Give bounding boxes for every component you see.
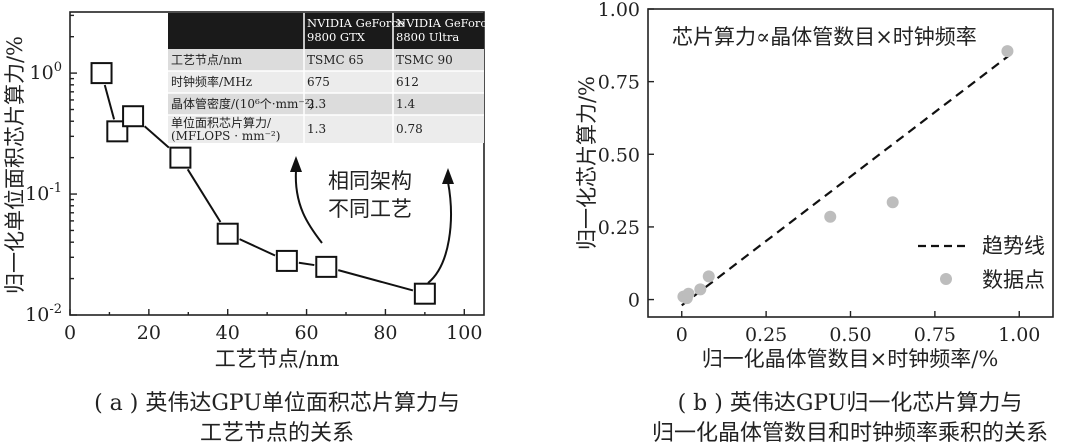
series-connector: [239, 238, 276, 257]
panel-a-plot-frame: [69, 11, 485, 316]
panel-b-y-axis-label: 归一化芯片算力/%: [575, 76, 599, 250]
panel-a: 0 20 40 60 80 100 10-2 10-1 100 NVIDIA GeForce …: [3, 11, 494, 446]
data-point-square: [90, 62, 113, 85]
panel-b-x-ticks: 0 0.25 0.50 0.75 1.00: [676, 311, 1040, 346]
y-tick-label: 0.75: [598, 72, 640, 94]
data-point-square: [413, 282, 436, 305]
x-tick-label: 1.00: [998, 324, 1040, 346]
panel-b-caption-line-2: 归一化晶体管数目和时钟频率乘积的关系: [652, 421, 1048, 446]
arrow-head: [290, 156, 302, 172]
panel-b-y-ticks: 0 0.25 0.50 0.75 1.00: [598, 0, 654, 312]
table-cell: 612: [396, 75, 419, 89]
legend-points-swatch: [940, 273, 952, 285]
x-tick-label: 20: [137, 322, 161, 344]
arrow-90nm: [427, 181, 452, 284]
data-point: [1001, 45, 1014, 58]
y-tick-label: 0.50: [598, 144, 640, 166]
table-cell: 晶体管密度/(10⁶个·mm⁻²): [171, 96, 314, 111]
data-point: [886, 196, 899, 209]
table-header-bg: [168, 13, 484, 49]
table-cell: 1.4: [396, 97, 415, 111]
panel-b-legend: 趋势线 数据点: [918, 234, 1045, 292]
data-point: [702, 270, 715, 283]
table-cell: 时钟频率/MHz: [171, 74, 252, 89]
table-header-9800-model: 9800 GTX: [307, 30, 366, 44]
series-connector: [298, 261, 315, 267]
data-point: [694, 283, 707, 296]
data-point: [682, 287, 695, 300]
table-cell: 1.3: [307, 122, 326, 136]
y-tick-label: 100: [30, 60, 62, 84]
panel-b-formula-annotation: 芯片算力∝晶体管数目×时钟频率: [672, 25, 977, 49]
panel-b: 0 0.25 0.50 0.75 1.00 0 0.25 0.50 0.75 1.00 芯片算力…: [575, 0, 1054, 446]
trend-line: [681, 54, 1010, 307]
data-point-square: [122, 105, 145, 128]
panel-b-caption-line-1: ( b ) 英伟达GPU归一化芯片算力与: [678, 391, 1023, 416]
panel-a-caption-line-1: ( a ) 英伟达GPU单位面积芯片算力与: [94, 391, 460, 416]
y-tick-label: 10-2: [25, 302, 62, 326]
x-tick-label: 100: [446, 322, 482, 344]
panel-a-spec-table: NVIDIA GeForce 9800 GTX NVIDIA GeForce 8…: [168, 13, 494, 143]
data-point-square: [169, 146, 192, 169]
panel-a-series: [90, 62, 436, 305]
table-header-9800: NVIDIA GeForce: [307, 16, 405, 30]
table-cell: 675: [307, 75, 330, 89]
table-row-bg: [168, 49, 484, 71]
annotation-line-2: 不同工艺: [328, 197, 412, 221]
series-connector: [103, 84, 116, 120]
table-cell: 0.78: [396, 122, 423, 136]
arrow-head: [442, 168, 454, 184]
table-row-bg: [168, 115, 484, 143]
panel-b-series: [677, 45, 1014, 307]
panel-a-x-axis-label: 工艺节点/nm: [215, 347, 340, 371]
series-connector: [143, 125, 170, 149]
annotation-line-1: 相同架构: [328, 169, 412, 193]
table-header-8800: NVIDIA GeForce: [396, 16, 494, 30]
series-connector: [186, 168, 222, 223]
arrow-65nm: [294, 169, 323, 244]
data-point: [824, 210, 837, 223]
x-tick-label: 0.50: [829, 324, 871, 346]
series-connector: [337, 269, 414, 292]
x-tick-label: 0: [676, 324, 688, 346]
x-tick-label: 60: [294, 322, 318, 344]
y-tick-label: 0: [628, 290, 640, 312]
y-tick-label: 1.00: [598, 0, 640, 21]
y-tick-label: 10-1: [25, 181, 62, 205]
table-cell: (MFLOPS · mm⁻²): [171, 129, 280, 143]
x-tick-label: 80: [373, 322, 397, 344]
legend-points-label: 数据点: [982, 268, 1045, 292]
table-row-bg: [168, 93, 484, 115]
panel-a-caption-line-2: 工艺节点的关系: [200, 421, 354, 446]
panel-a-y-axis-label: 归一化单位面积芯片算力/%: [3, 36, 27, 294]
x-tick-label: 0.75: [914, 324, 956, 346]
data-point-square: [275, 249, 298, 272]
table-row-bg: [168, 71, 484, 93]
table-cell: TSMC 90: [396, 53, 453, 67]
x-tick-label: 40: [216, 322, 240, 344]
panel-b-x-axis-label: 归一化晶体管数目×时钟频率/%: [702, 347, 999, 371]
table-cell: TSMC 65: [307, 53, 364, 67]
y-tick-label: 0.25: [598, 217, 640, 239]
table-cell: 2.3: [307, 97, 326, 111]
x-tick-label: 0: [64, 322, 76, 344]
panel-a-x-ticks: 0 20 40 60 80 100: [64, 309, 482, 344]
table-cell: 工艺节点/nm: [171, 53, 243, 67]
table-cell: 单位面积芯片算力/: [171, 115, 272, 130]
data-point-square: [216, 222, 239, 245]
x-tick-label: 0.25: [745, 324, 787, 346]
legend-trend-label: 趋势线: [982, 234, 1045, 258]
table-header-8800-model: 8800 Ultra: [396, 30, 459, 44]
data-point-square: [315, 255, 338, 278]
